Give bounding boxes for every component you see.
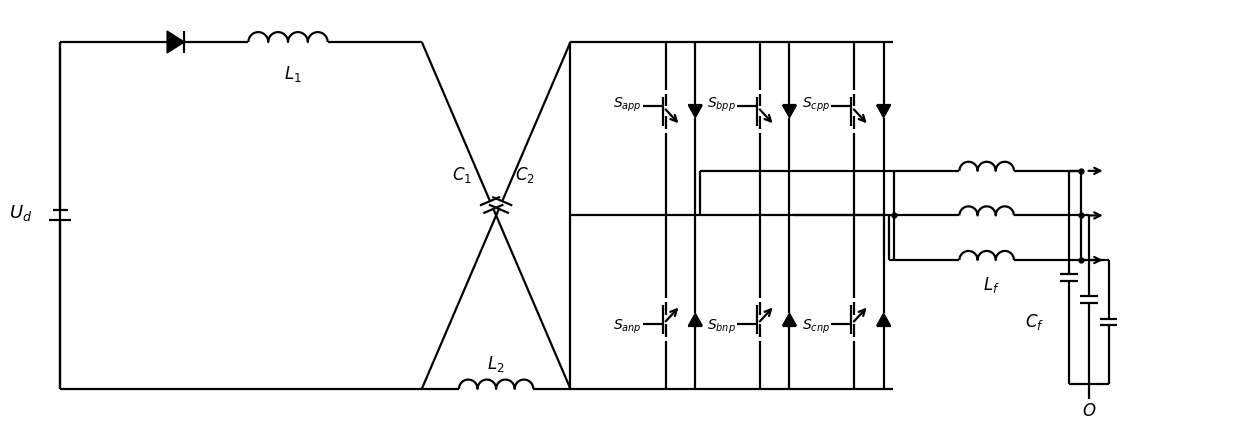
Text: $S_{anp}$: $S_{anp}$ (613, 317, 642, 336)
Text: $L_2$: $L_2$ (487, 354, 505, 374)
Text: $L_1$: $L_1$ (284, 64, 301, 84)
Text: $L_f$: $L_f$ (983, 275, 999, 295)
Polygon shape (688, 313, 702, 326)
Text: $U_d$: $U_d$ (9, 204, 32, 224)
Polygon shape (782, 313, 796, 326)
Text: $C_1$: $C_1$ (451, 165, 472, 185)
Polygon shape (877, 313, 890, 326)
Polygon shape (167, 31, 185, 53)
Text: $S_{app}$: $S_{app}$ (613, 95, 642, 114)
Text: $C_2$: $C_2$ (516, 165, 536, 185)
Text: $O$: $O$ (1081, 402, 1096, 420)
Text: $S_{bnp}$: $S_{bnp}$ (707, 317, 737, 336)
Text: $S_{cnp}$: $S_{cnp}$ (802, 317, 830, 336)
Polygon shape (688, 105, 702, 118)
Text: $S_{cpp}$: $S_{cpp}$ (802, 95, 830, 114)
Text: $C_f$: $C_f$ (1025, 312, 1044, 332)
Polygon shape (877, 105, 890, 118)
Text: $S_{bpp}$: $S_{bpp}$ (707, 95, 737, 114)
Polygon shape (782, 105, 796, 118)
